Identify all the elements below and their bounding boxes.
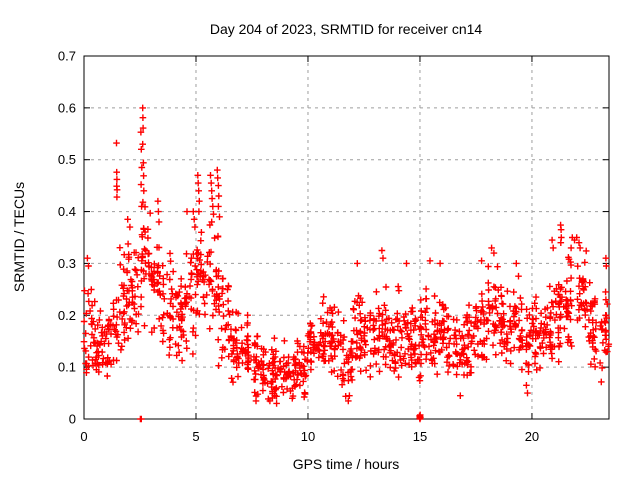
y-tick-label: 0.5 (58, 152, 76, 167)
x-axis-label: GPS time / hours (293, 456, 400, 472)
x-tick-label: 10 (301, 429, 315, 444)
x-tick-label: 20 (525, 429, 539, 444)
y-tick-label: 0.7 (58, 49, 76, 64)
y-tick-label: 0.3 (58, 256, 76, 271)
plot-border (83, 55, 610, 420)
x-tick-label: 0 (80, 429, 87, 444)
tick-labels: 0 5 10 15 20 0 0.1 0.2 0.3 0.4 0.5 0.6 0.7 (58, 49, 539, 445)
y-tick-label: 0.2 (58, 308, 76, 323)
y-tick-label: 0.6 (58, 100, 76, 115)
y-axis-label: SRMTID / TECUs (11, 182, 27, 292)
y-tick-label: 0 (69, 412, 76, 427)
y-tick-label: 0.4 (58, 204, 76, 219)
x-tick-label: 15 (413, 429, 427, 444)
x-tick-label: 5 (192, 429, 199, 444)
scatter-plus-markers (80, 104, 613, 423)
chart-title: Day 204 of 2023, SRMTID for receiver cn1… (210, 21, 483, 37)
data-points (80, 104, 613, 423)
y-tick-label: 0.1 (58, 360, 76, 375)
